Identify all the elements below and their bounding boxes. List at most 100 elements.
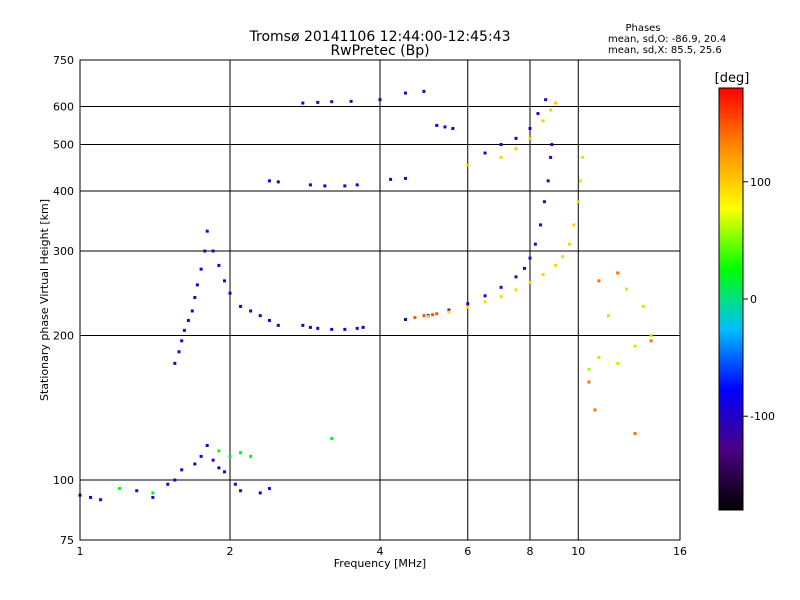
data-point	[239, 489, 243, 493]
data-point	[528, 256, 532, 260]
data-point	[607, 314, 611, 318]
data-point	[355, 326, 359, 330]
data-point	[180, 339, 184, 343]
data-point	[528, 280, 532, 284]
data-point	[89, 495, 93, 499]
y-tick-label: 750	[53, 54, 74, 67]
stats-line-o: mean, sd,O: -86.9, 20.4	[608, 34, 726, 45]
data-point	[177, 350, 181, 354]
data-point	[117, 487, 121, 491]
data-point	[233, 482, 237, 486]
data-point	[641, 304, 645, 308]
data-point	[173, 361, 177, 365]
data-point	[431, 313, 435, 317]
data-point	[323, 184, 327, 188]
data-point	[199, 267, 203, 271]
data-point	[239, 304, 243, 308]
data-point	[625, 287, 629, 291]
data-point	[587, 367, 591, 371]
data-point	[514, 275, 518, 279]
data-point	[587, 380, 591, 384]
data-point	[514, 288, 518, 292]
data-point	[616, 271, 620, 275]
data-point	[223, 279, 227, 283]
data-point	[203, 249, 207, 253]
data-point	[447, 308, 451, 312]
x-tick-label: 10	[571, 545, 585, 558]
data-point	[276, 323, 280, 327]
data-point	[544, 98, 548, 102]
y-axis: 75 100 200 300 400 500 600 750	[53, 54, 74, 547]
y-tick-label: 400	[53, 185, 74, 198]
data-point	[451, 126, 455, 130]
data-point	[217, 466, 221, 470]
data-point	[258, 491, 262, 495]
data-point	[593, 408, 597, 412]
data-point	[539, 223, 543, 227]
data-point	[343, 327, 347, 331]
data-point	[466, 163, 470, 167]
data-point	[193, 296, 197, 300]
data-point	[633, 432, 637, 436]
data-point	[633, 344, 637, 348]
data-point	[616, 361, 620, 365]
data-point	[182, 328, 186, 332]
data-point	[211, 458, 215, 462]
data-point	[578, 179, 582, 183]
data-point	[499, 285, 503, 289]
data-point	[316, 100, 320, 104]
y-tick-label: 100	[53, 474, 74, 487]
data-point	[483, 294, 487, 298]
data-point	[514, 136, 518, 140]
data-point	[135, 489, 139, 493]
data-point	[567, 242, 571, 246]
data-point	[199, 454, 203, 458]
y-tick-label: 300	[53, 245, 74, 258]
data-point	[649, 339, 653, 343]
data-point	[597, 355, 601, 359]
data-point	[413, 316, 417, 320]
data-point	[549, 155, 553, 159]
y-tick-label: 75	[60, 534, 74, 547]
data-point	[403, 317, 407, 321]
data-point	[523, 266, 527, 270]
data-point	[514, 147, 518, 151]
data-point	[422, 89, 426, 93]
data-point	[597, 279, 601, 283]
data-point	[361, 325, 365, 329]
data-point	[173, 478, 177, 482]
data-point	[223, 470, 227, 474]
data-point	[355, 183, 359, 187]
data-point	[528, 126, 532, 130]
data-point	[217, 449, 221, 453]
x-tick-label: 16	[673, 545, 687, 558]
data-point	[195, 283, 199, 287]
data-point	[389, 177, 393, 181]
stats-heading: Phases	[625, 23, 660, 34]
data-point	[550, 143, 554, 147]
data-point	[151, 491, 155, 495]
data-point	[249, 309, 253, 313]
x-tick-label: 4	[377, 545, 384, 558]
colorbar-gradient	[718, 87, 744, 511]
chart-title: Tromsø 20141106 12:44:00-12:45:43	[249, 29, 511, 45]
x-tick-label: 1	[77, 545, 84, 558]
data-point	[435, 312, 439, 316]
stats-line-x: mean, sd,X: 85.5, 25.6	[608, 45, 722, 56]
colorbar-ticks: 100 0 -100	[743, 176, 775, 423]
data-point	[443, 125, 447, 129]
data-point	[211, 249, 215, 253]
data-point	[166, 482, 170, 486]
data-point	[499, 143, 503, 147]
colorbar-label: [deg]	[715, 71, 750, 86]
data-point	[528, 136, 532, 140]
data-point	[180, 468, 184, 472]
data-point	[193, 462, 197, 466]
data-point	[228, 454, 232, 458]
y-tick-label: 500	[53, 139, 74, 152]
data-point	[483, 151, 487, 155]
colorbar-tick-label: 100	[750, 176, 771, 189]
data-point	[267, 318, 271, 322]
data-point	[330, 100, 334, 104]
